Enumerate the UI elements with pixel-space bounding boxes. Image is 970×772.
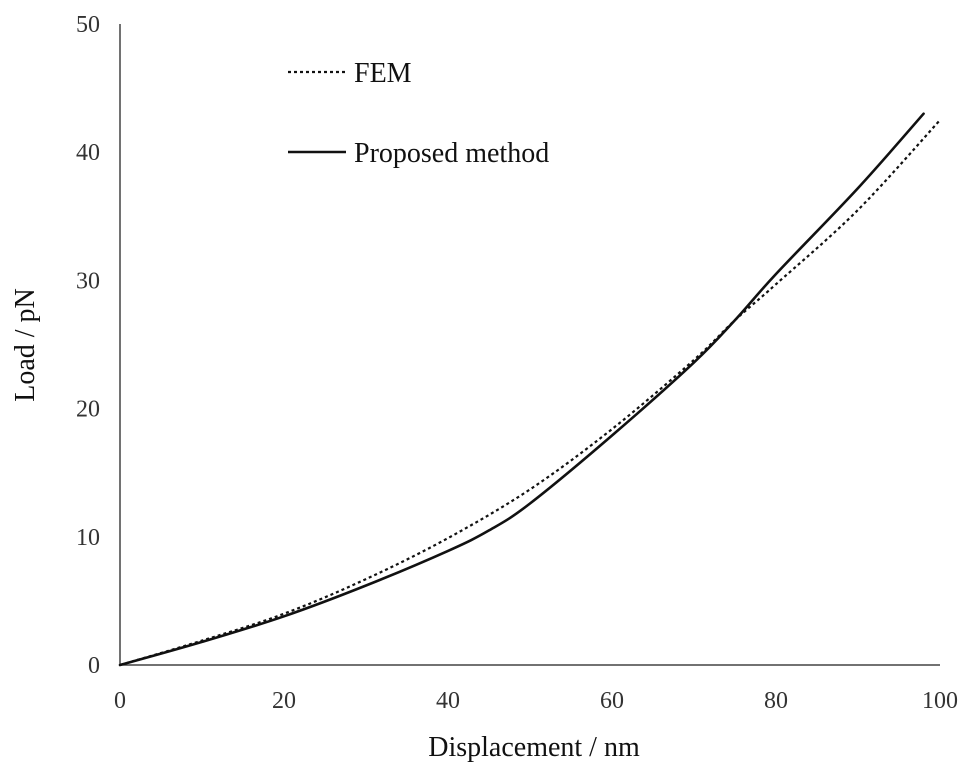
y-axis-title: Load / pN <box>10 288 41 402</box>
legend-label: Proposed method <box>354 138 549 169</box>
x-tick-label: 80 <box>764 688 788 714</box>
x-axis-title: Displacement / nm <box>428 732 640 763</box>
legend: FEM Proposed method <box>288 58 549 169</box>
series-line-fem <box>119 119 941 667</box>
x-tick-label: 60 <box>600 688 624 714</box>
x-tick-label: 40 <box>436 688 460 714</box>
legend-label: FEM <box>354 58 412 89</box>
x-tick-label: 100 <box>922 688 958 714</box>
axes: 0 20 40 60 80 100 0 10 20 30 40 50 Displacement / nm… <box>10 12 958 763</box>
y-tick-label: 10 <box>76 525 100 551</box>
plot-area <box>118 112 941 667</box>
y-tick-label: 20 <box>76 397 100 423</box>
y-tick-label: 0 <box>88 653 100 679</box>
y-tick-label: 30 <box>76 268 100 294</box>
x-tick-label: 0 <box>114 688 126 714</box>
x-tick-label: 20 <box>272 688 296 714</box>
y-tick-label: 50 <box>76 12 100 38</box>
y-tick-label: 40 <box>76 140 100 166</box>
series-line-proposed-method <box>118 112 925 667</box>
